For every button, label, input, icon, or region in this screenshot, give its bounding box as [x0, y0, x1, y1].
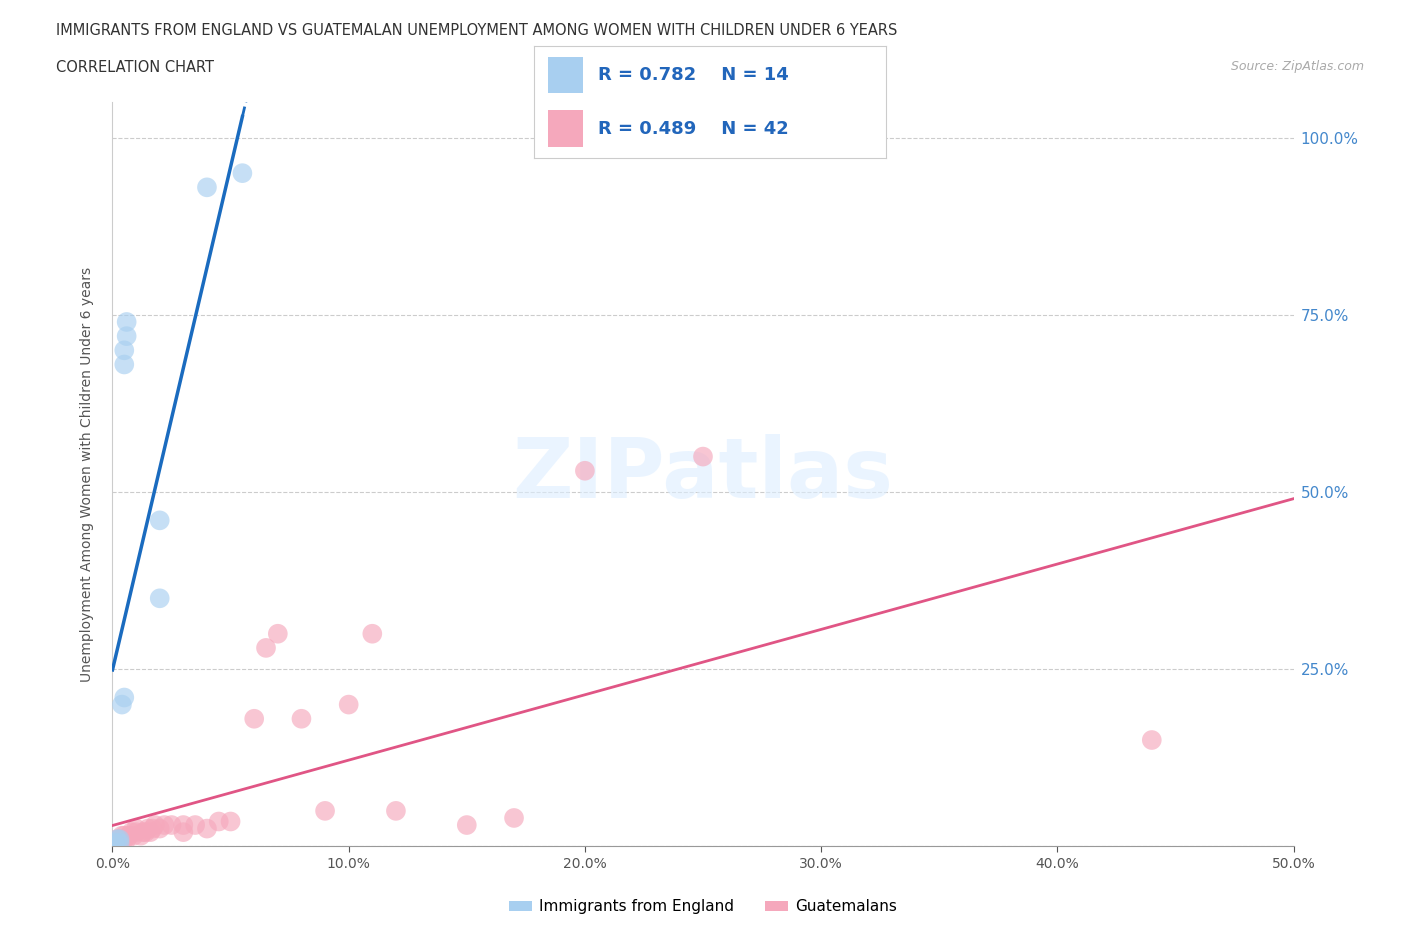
Point — [105, 831, 128, 846]
Point — [243, 711, 266, 726]
Y-axis label: Unemployment Among Women with Children Under 6 years: Unemployment Among Women with Children U… — [80, 267, 94, 682]
Text: R = 0.782    N = 14: R = 0.782 N = 14 — [598, 66, 789, 84]
Text: R = 0.489    N = 42: R = 0.489 N = 42 — [598, 120, 789, 138]
Point — [149, 513, 172, 528]
Point — [132, 825, 155, 840]
Point — [108, 835, 131, 850]
Point — [104, 835, 127, 850]
Point — [149, 591, 172, 605]
Point — [337, 698, 360, 712]
Point — [136, 821, 159, 836]
Point — [172, 825, 194, 840]
Point — [361, 626, 384, 641]
Point — [125, 825, 148, 840]
Point — [125, 821, 148, 836]
Point — [104, 835, 127, 850]
Text: ZIPatlas: ZIPatlas — [513, 433, 893, 515]
Text: Source: ZipAtlas.com: Source: ZipAtlas.com — [1230, 60, 1364, 73]
Point — [456, 817, 478, 832]
Point — [112, 690, 135, 705]
Point — [111, 698, 134, 712]
Text: IMMIGRANTS FROM ENGLAND VS GUATEMALAN UNEMPLOYMENT AMONG WOMEN WITH CHILDREN UND: IMMIGRANTS FROM ENGLAND VS GUATEMALAN UN… — [56, 23, 897, 38]
Point — [105, 831, 128, 846]
Bar — [548, 110, 583, 147]
Legend: Immigrants from England, Guatemalans: Immigrants from England, Guatemalans — [502, 894, 904, 921]
Point — [111, 831, 134, 846]
Point — [184, 817, 207, 832]
Point — [385, 804, 408, 818]
Text: CORRELATION CHART: CORRELATION CHART — [56, 60, 214, 75]
Point — [115, 314, 138, 329]
Point — [1140, 733, 1163, 748]
Point — [290, 711, 312, 726]
Point — [692, 449, 714, 464]
Point — [314, 804, 336, 818]
Point — [135, 825, 157, 840]
Point — [115, 831, 138, 846]
Point — [112, 829, 135, 844]
Point — [108, 835, 131, 850]
Point — [231, 166, 253, 180]
Point — [172, 817, 194, 832]
Point — [142, 821, 165, 836]
Point — [160, 817, 183, 832]
Point — [120, 825, 142, 840]
Point — [574, 463, 596, 478]
Point — [503, 811, 526, 826]
Point — [112, 343, 135, 358]
Point — [219, 814, 242, 829]
Point — [112, 357, 135, 372]
Point — [115, 328, 138, 343]
Point — [149, 821, 172, 836]
Point — [122, 829, 145, 844]
Point — [153, 817, 176, 832]
Point — [143, 817, 166, 832]
Point — [129, 829, 152, 844]
Point — [195, 179, 218, 194]
Point — [118, 829, 141, 844]
Point — [208, 814, 231, 829]
Point — [111, 829, 134, 844]
Point — [267, 626, 290, 641]
Point — [108, 831, 131, 846]
Bar — [548, 57, 583, 93]
Point — [139, 825, 162, 840]
Point — [195, 821, 218, 836]
Point — [254, 641, 277, 656]
Point — [112, 831, 135, 846]
